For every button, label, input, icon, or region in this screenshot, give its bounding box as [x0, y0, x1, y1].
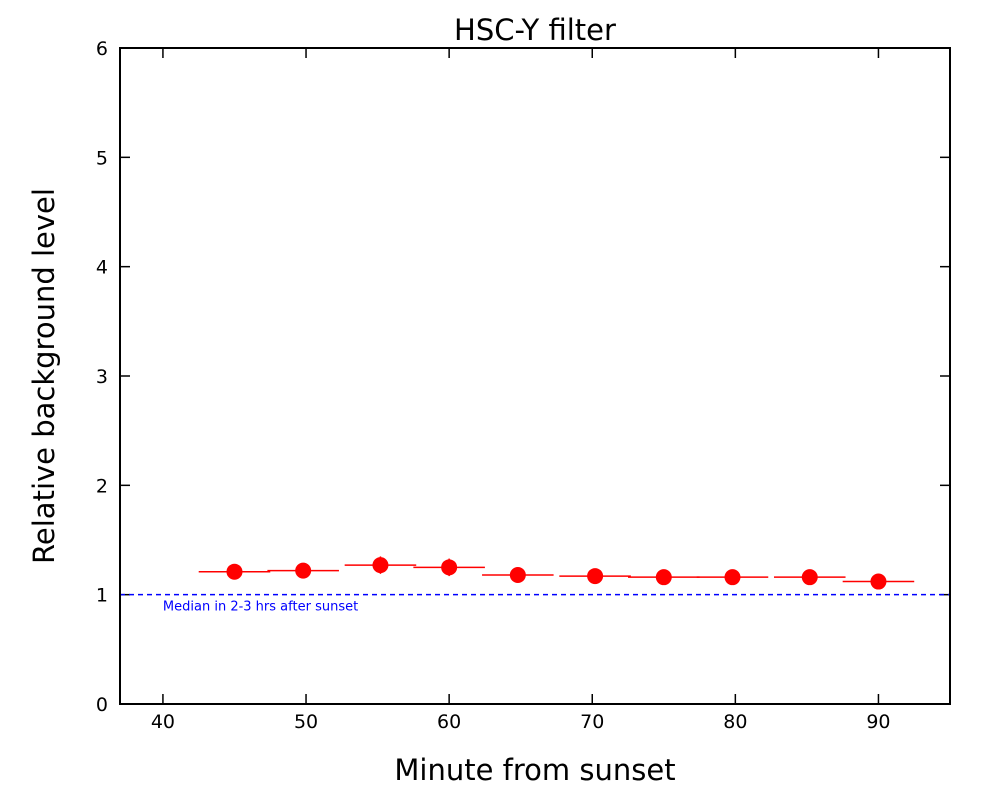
x-tick-label: 40: [151, 711, 175, 733]
x-tick-label: 70: [580, 711, 604, 733]
y-tick-label: 1: [96, 585, 108, 607]
y-axis-title: Relative background level: [27, 188, 61, 564]
x-axis-title: Minute from sunset: [394, 753, 675, 787]
data-point: [226, 563, 243, 580]
y-tick-label: 4: [96, 257, 108, 279]
y-tick-label: 2: [96, 475, 108, 497]
chart-title: HSC-Y filter: [454, 13, 616, 47]
plot-frame: [119, 47, 951, 705]
y-tick-label: 3: [96, 366, 108, 388]
x-tick-label: 50: [294, 711, 318, 733]
data-point: [295, 562, 312, 579]
x-tick-label: 60: [437, 711, 461, 733]
x-tick-label: 90: [866, 711, 890, 733]
data-point: [509, 566, 526, 583]
data-point: [587, 568, 604, 585]
x-tick-label: 80: [723, 711, 747, 733]
data-point: [655, 569, 672, 586]
y-tick-label: 0: [96, 694, 108, 716]
data-point: [801, 569, 818, 586]
plot-area: 40 50 60 70 80 90 0 1 2 3 4 5 6 Median in 2-3 hrs aft…: [96, 38, 950, 733]
y-tick-label: 5: [96, 147, 108, 169]
data-point: [441, 559, 458, 576]
data-point: [724, 569, 741, 586]
data-point: [870, 573, 887, 590]
median-reference-label: Median in 2-3 hrs after sunset: [163, 600, 358, 615]
y-tick-label: 6: [96, 38, 108, 60]
data-point: [372, 557, 389, 574]
